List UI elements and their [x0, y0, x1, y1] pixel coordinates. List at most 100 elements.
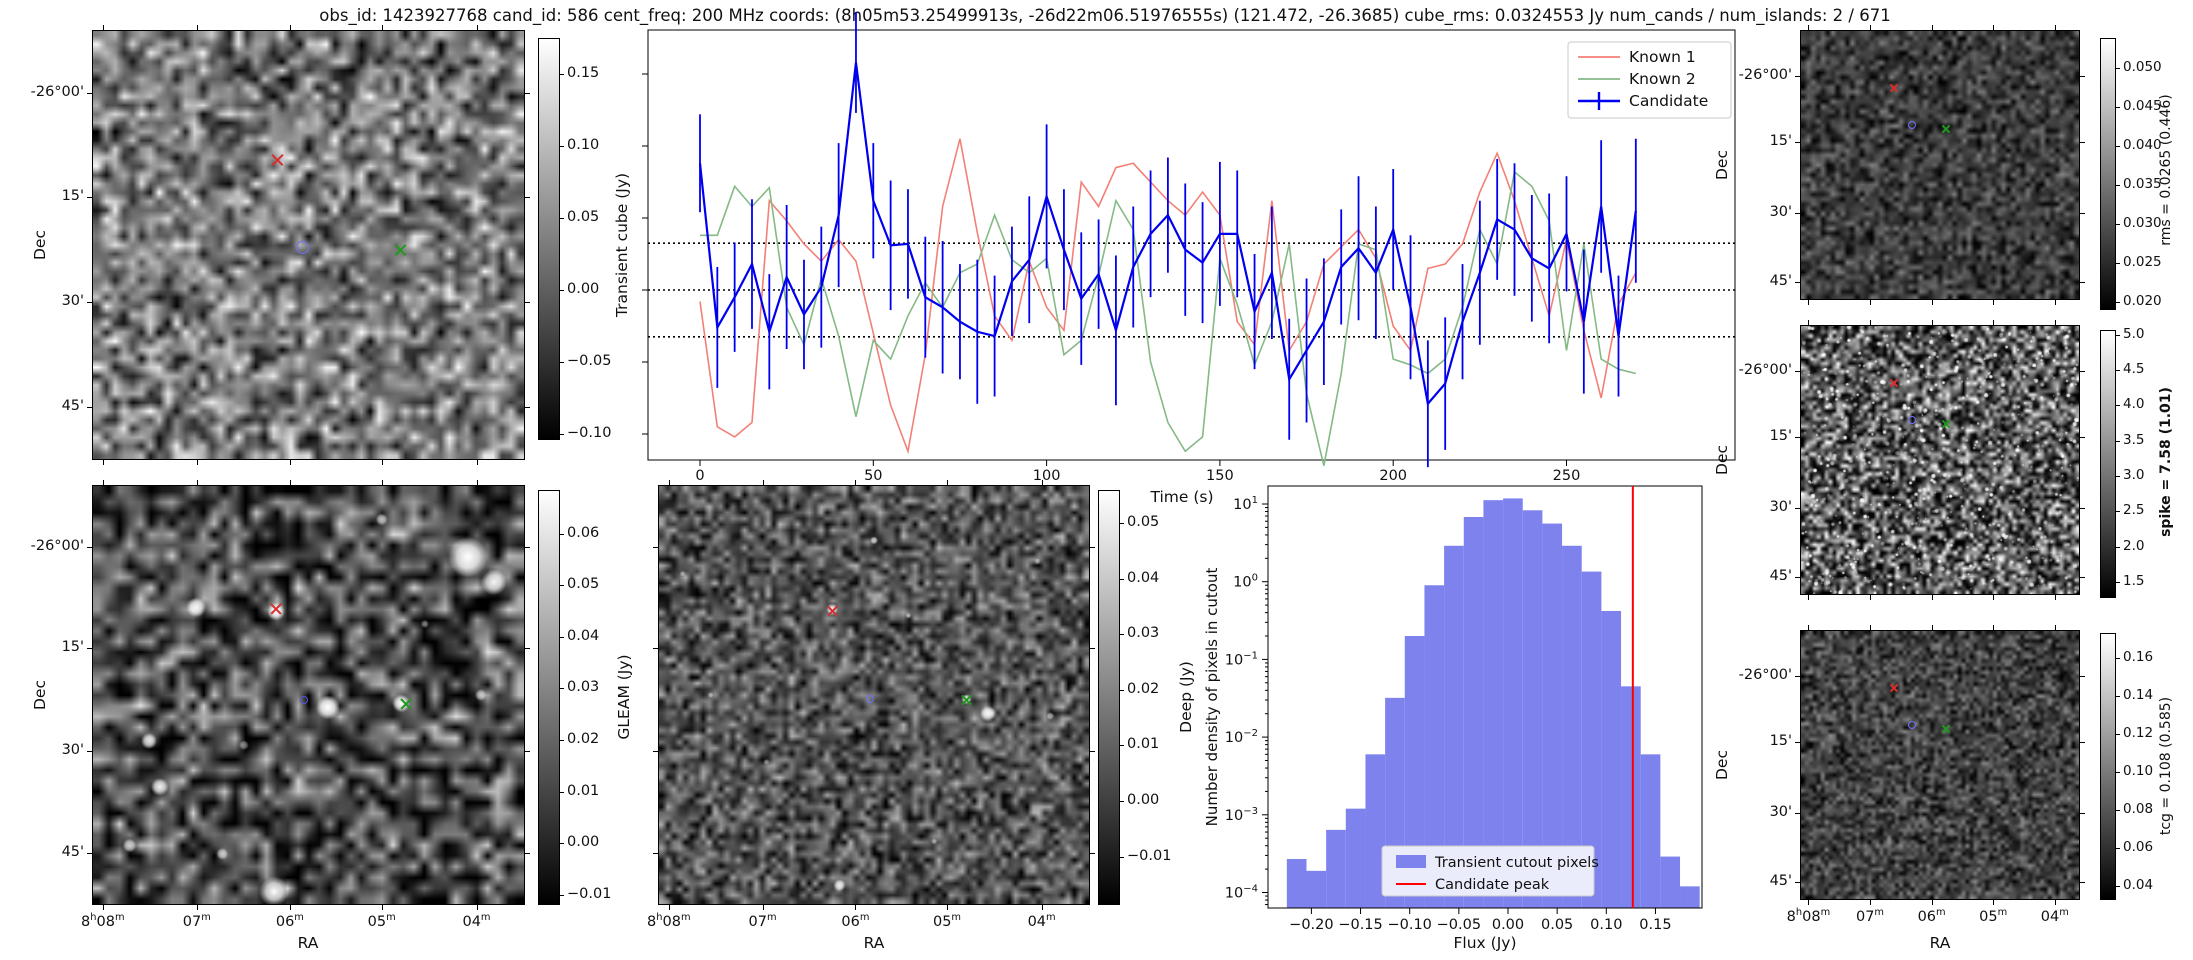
colorbar-tick	[2116, 224, 2120, 225]
dec-tick-label: 45'	[61, 844, 84, 861]
spike-noise	[1801, 326, 2079, 594]
colorbar-tick-label: 4.0	[2123, 396, 2145, 412]
tcg-noise	[1801, 631, 2079, 899]
lightcurve-frame	[647, 29, 1736, 461]
dec-tick-label: 15'	[1769, 428, 1792, 445]
dec-tick-label: 45'	[1769, 272, 1792, 289]
axis-tick	[87, 750, 92, 752]
x-tick-label: 0.00	[1492, 917, 1524, 933]
y-tick-label: 101	[1233, 495, 1258, 513]
dec-tick-label: 30'	[1769, 204, 1792, 221]
colorbar-tick	[2116, 185, 2120, 186]
colorbar-tick-label: 0.03	[567, 679, 600, 695]
axis-tick	[525, 93, 530, 95]
colorbar-tick	[2116, 810, 2120, 811]
dec-tick-label: 45'	[61, 398, 84, 415]
axis-tick	[196, 460, 198, 465]
colorbar-tick-label: 0.01	[1127, 736, 1160, 752]
colorbar-tick-label: 0.06	[567, 525, 600, 541]
ra-tick-label: 07m	[748, 912, 777, 930]
colorbar-tick	[2116, 848, 2120, 849]
hist-bar	[1424, 585, 1445, 908]
axis-tick	[1795, 75, 1800, 77]
axis-tick	[2080, 213, 2085, 215]
legend-label: Known 1	[1629, 48, 1696, 66]
axis-tick	[1090, 750, 1095, 752]
known1-marker-icon	[1889, 683, 1899, 693]
gleam-colorbar-label: GLEAM (Jy)	[615, 654, 633, 740]
axis-tick	[855, 905, 857, 910]
colorbar-tick-label: 0.00	[567, 281, 600, 297]
colorbar-tick-label: 0.05	[1127, 514, 1160, 530]
colorbar-tick-label: −0.01	[567, 886, 612, 902]
x-tick-label: −0.15	[1338, 917, 1382, 933]
dec-tick-label: -26°00'	[1738, 66, 1792, 83]
colorbar-tick	[560, 362, 564, 363]
ra-tick-label: 06m	[841, 912, 870, 930]
dec-tick-label: 45'	[1769, 567, 1792, 584]
axis-tick	[2080, 370, 2085, 372]
x-tick-label: 0	[695, 468, 704, 484]
axis-tick	[1808, 900, 1810, 905]
axis-tick	[381, 905, 383, 910]
histogram-xlabel: Flux (Jy)	[1453, 934, 1517, 952]
axis-tick	[2080, 281, 2085, 283]
hist-bar	[1621, 686, 1641, 908]
colorbar-tick	[2116, 263, 2120, 264]
rms-noise	[1801, 31, 2079, 299]
axis-tick	[2080, 75, 2085, 77]
hist-bar	[1601, 610, 1622, 908]
axis-tick	[1870, 900, 1871, 905]
axis-tick	[289, 460, 291, 465]
axis-tick	[1870, 300, 1871, 305]
legend-box	[1381, 845, 1595, 897]
hist-bar	[1326, 829, 1346, 908]
rms-colorbar	[2100, 38, 2116, 310]
axis-tick	[196, 25, 198, 30]
hist-bar	[1522, 510, 1543, 908]
gleam-noise	[93, 486, 524, 904]
known1-marker-icon	[1889, 378, 1899, 388]
colorbar-tick	[2116, 146, 2120, 147]
deep-ra-label: RA	[863, 934, 885, 952]
hist-bar	[1660, 856, 1681, 908]
dec-tick-label: -26°00'	[30, 537, 84, 554]
candidate-marker-icon	[296, 240, 310, 254]
axis-tick	[2054, 300, 2056, 305]
dec-tick-label: 45'	[1769, 872, 1792, 889]
axis-tick	[1931, 25, 1933, 30]
y-tick-label: 10−1	[1225, 650, 1258, 668]
y-tick-label: 10−4	[1225, 884, 1258, 902]
axis-tick	[653, 750, 658, 752]
hist-bar	[1404, 636, 1425, 908]
axis-tick	[1870, 25, 1871, 30]
y-tick-label: 10−3	[1225, 806, 1258, 824]
axis-tick	[87, 196, 92, 198]
axis-tick	[1795, 576, 1800, 578]
deep-noise	[659, 486, 1089, 904]
ra-tick-label: 07m	[182, 912, 211, 930]
colorbar-tick	[560, 585, 564, 586]
colorbar-tick	[1120, 634, 1124, 635]
colorbar-tick-label: −0.01	[1127, 848, 1172, 864]
dec-tick-label: 15'	[1769, 733, 1792, 750]
dec-tick-label: 15'	[61, 187, 84, 204]
axis-tick	[2054, 25, 2056, 30]
x-tick-label: 100	[1033, 468, 1061, 484]
colorbar-tick	[2116, 335, 2120, 336]
axis-tick	[1090, 647, 1095, 649]
colorbar-tick	[2116, 658, 2120, 659]
colorbar-tick-label: 0.040	[2123, 137, 2162, 153]
x-tick-label: −0.20	[1289, 917, 1333, 933]
axis-tick	[2054, 900, 2056, 905]
axis-tick	[1795, 675, 1800, 677]
ra-tick-label: 06m	[1917, 907, 1946, 925]
colorbar-tick-label: −0.05	[567, 353, 612, 369]
tcg-dec-label: Dec	[1713, 750, 1731, 780]
axis-tick	[762, 480, 764, 485]
histogram-plot: −0.20 −0.15 −0.10 −0.05 0.00 0.05 0.10 0.15 101 1…	[1225, 485, 1703, 933]
spike-colorbar-label: spike = 7.58 (1.01)	[2158, 387, 2174, 537]
gleam-dec-label: Dec	[31, 680, 49, 710]
axis-tick	[1808, 300, 1810, 305]
tcg-ra-label: RA	[1929, 934, 1951, 952]
